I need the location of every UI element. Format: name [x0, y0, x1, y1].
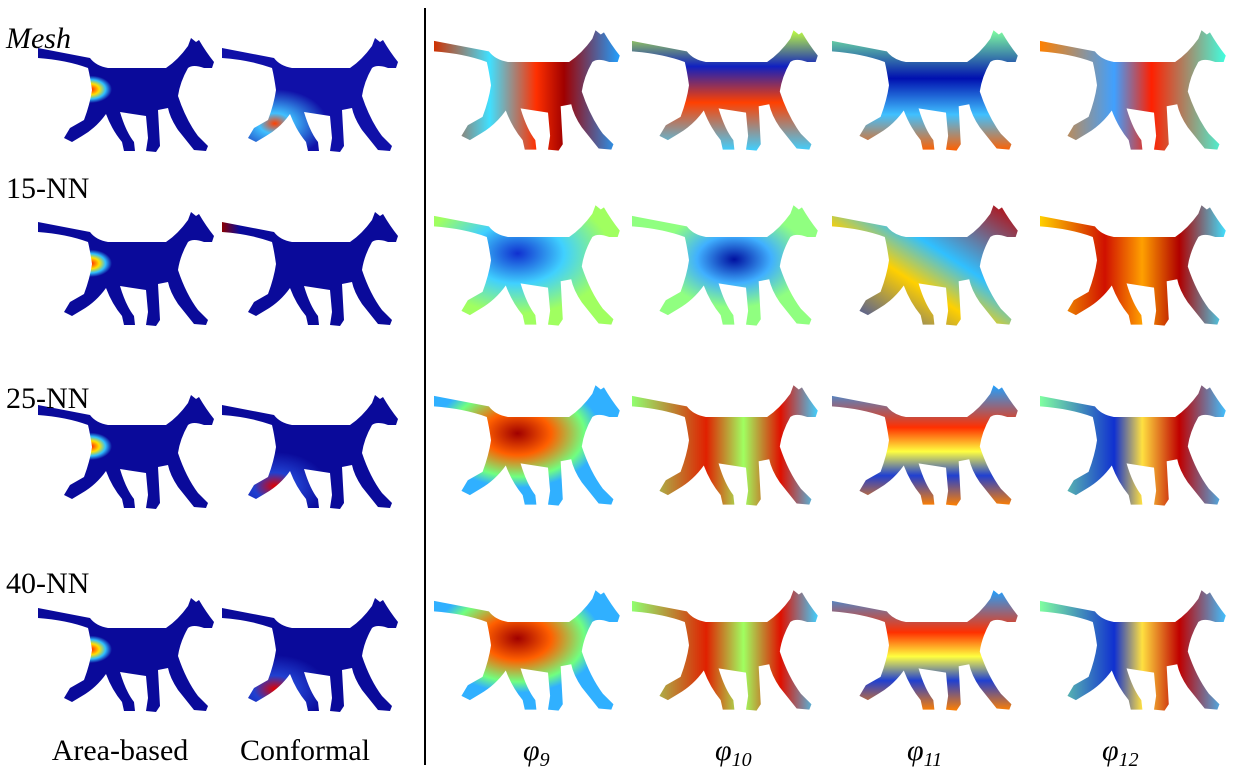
column-label: Conformal [240, 734, 370, 767]
horse [222, 395, 398, 509]
horse [434, 385, 620, 506]
horse [222, 212, 398, 326]
row-label: Mesh [5, 22, 71, 55]
horse [1040, 590, 1226, 711]
horse [434, 590, 620, 711]
horse [632, 30, 818, 151]
horse-grid [38, 30, 1226, 712]
column-label: φ12 [1102, 734, 1139, 771]
horse [434, 30, 620, 151]
horse [38, 598, 214, 712]
horse [38, 212, 214, 326]
horse [1040, 385, 1226, 506]
horse [222, 598, 398, 712]
phi: φ [523, 734, 540, 767]
column-label: φ11 [907, 734, 942, 771]
subscript: 11 [924, 749, 943, 771]
horse [832, 205, 1018, 326]
subscript: 9 [540, 749, 550, 771]
row-label: 15-NN [6, 172, 89, 205]
phi: φ [1102, 734, 1119, 767]
horse [38, 38, 214, 152]
column-label: φ9 [523, 734, 550, 771]
horse [222, 38, 398, 152]
horse [832, 385, 1018, 506]
column-label: Area-based [52, 734, 189, 767]
horse [632, 590, 818, 711]
row-label: 40-NN [6, 567, 89, 600]
horse [1040, 30, 1226, 151]
horse [632, 205, 818, 326]
phi: φ [907, 734, 924, 767]
horse [1040, 205, 1226, 326]
horse [832, 30, 1018, 151]
phi: φ [715, 734, 732, 767]
subscript: 12 [1119, 749, 1139, 771]
horse [632, 385, 818, 506]
row-label: 25-NN [6, 382, 89, 415]
subscript: 10 [732, 749, 752, 771]
horse [832, 590, 1018, 711]
column-label: φ10 [715, 734, 752, 771]
horse [434, 205, 620, 326]
